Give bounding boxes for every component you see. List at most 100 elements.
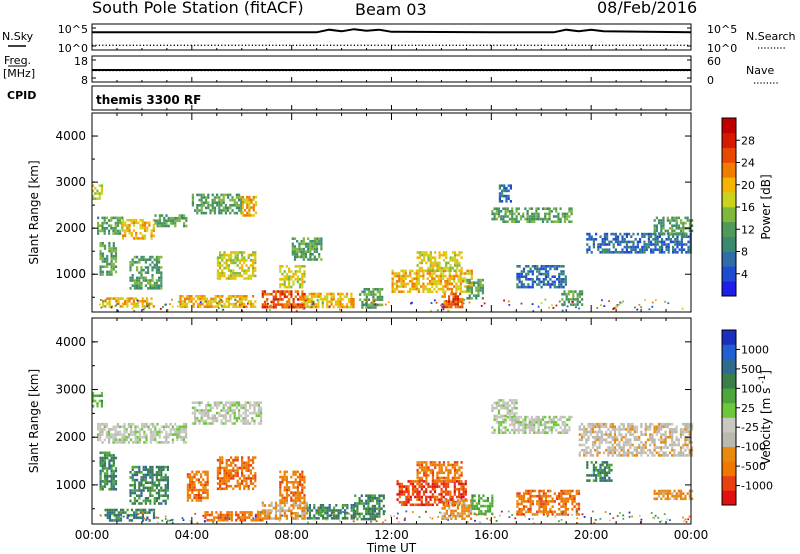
cell-power-25 (581, 290, 584, 293)
cell-power-3 (154, 219, 157, 223)
cell-velocity-5 (204, 496, 207, 500)
cell-power-23 (592, 243, 595, 246)
cell-power-23 (647, 240, 650, 244)
cell-power-24 (653, 219, 656, 222)
cell-velocity-20 (624, 438, 628, 442)
cell-power-14 (309, 245, 312, 248)
cell-velocity-13 (405, 485, 408, 488)
cell-velocity-20 (633, 435, 636, 439)
cell-velocity-2 (213, 404, 216, 407)
cell-power-22 (547, 272, 550, 276)
cell-velocity-5 (197, 478, 200, 481)
cell-velocity-15 (454, 514, 457, 518)
cell-velocity-8 (246, 511, 249, 514)
cell-velocity-6 (230, 471, 233, 475)
cell-velocity-1 (132, 433, 135, 436)
cell-velocity-2 (255, 401, 258, 404)
cell-velocity-20 (605, 425, 608, 429)
cell-velocity-2 (229, 409, 232, 412)
cell-power-10 (192, 302, 195, 306)
cell-power-4 (233, 201, 236, 204)
cell-velocity-10 (317, 506, 320, 510)
cell-velocity-14 (456, 463, 459, 467)
cell-velocity-1 (138, 428, 141, 431)
cell-power-16 (453, 277, 456, 280)
cell-power-15 (365, 295, 368, 299)
cell-velocity-16 (473, 494, 476, 497)
cell-velocity-11 (288, 494, 291, 497)
cell-power-10 (245, 297, 248, 301)
cell-power-15 (367, 303, 371, 307)
cell-velocity-13 (403, 493, 406, 496)
cell-velocity-17 (502, 418, 505, 421)
cell-power-10 (179, 295, 182, 298)
cell-velocity-15 (443, 514, 446, 518)
cell-power-24 (673, 216, 676, 220)
speckle-power (302, 308, 305, 310)
speckle-power (664, 300, 666, 303)
cell-power-10 (234, 295, 237, 298)
cell-velocity-14 (436, 471, 439, 475)
cell-power-9 (135, 302, 138, 306)
cell-velocity-3 (99, 487, 102, 491)
cell-velocity-6 (236, 458, 239, 462)
cell-power-18 (452, 295, 455, 298)
cell-velocity-13 (438, 500, 441, 504)
cell-power-10 (221, 300, 224, 303)
cell-power-20 (491, 217, 494, 221)
cell-power-4 (235, 206, 238, 210)
cell-velocity-13 (400, 482, 404, 486)
cell-power-11 (301, 290, 304, 293)
cell-power-7 (149, 255, 152, 259)
cell-power-9 (137, 305, 140, 308)
cell-velocity-17 (504, 431, 507, 434)
cell-velocity-10 (333, 506, 336, 510)
cell-power-24 (680, 229, 683, 233)
cell-power-23 (610, 251, 613, 254)
cell-velocity-6 (225, 477, 228, 480)
speckle-power (310, 306, 313, 308)
cell-velocity-18 (497, 401, 501, 405)
cell-power-19 (481, 286, 484, 290)
cell-velocity-1 (130, 422, 133, 426)
cell-velocity-15 (441, 514, 444, 518)
cell-power-20 (568, 207, 571, 210)
cell-velocity-18 (513, 412, 516, 415)
cell-velocity-3 (103, 467, 107, 470)
cell-velocity-11 (292, 483, 295, 487)
cell-velocity-13 (405, 503, 408, 507)
cell-power-21 (501, 200, 504, 203)
cell-velocity-2 (207, 404, 210, 407)
cell-velocity-15 (467, 514, 470, 518)
cell-power-11 (296, 303, 300, 306)
cell-power-10 (243, 295, 246, 298)
cell-power-20 (504, 215, 507, 218)
cell-power-8 (223, 256, 226, 259)
cell-power-17 (434, 264, 437, 267)
cell-power-19 (475, 286, 478, 290)
cell-velocity-3 (108, 461, 111, 465)
cell-velocity-5 (193, 483, 196, 487)
cell-velocity-18 (502, 404, 505, 407)
cell-power-10 (210, 305, 213, 308)
cell-power-20 (563, 217, 567, 221)
cell-velocity-12 (365, 510, 368, 513)
cell-velocity-13 (396, 498, 399, 501)
cell-power-16 (435, 282, 438, 286)
cell-power-12 (319, 292, 322, 296)
cell-power-23 (601, 238, 604, 241)
cell-velocity-10 (344, 511, 347, 515)
cell-power-6 (106, 270, 109, 274)
cell-velocity-15 (456, 499, 459, 502)
cell-power-3 (169, 216, 172, 220)
cell-power-6 (99, 270, 102, 274)
cell-velocity-15 (459, 501, 462, 505)
cell-power-8 (234, 277, 237, 280)
cell-power-8 (223, 253, 226, 257)
cell-velocity-1 (165, 422, 168, 426)
cell-velocity-5 (206, 483, 209, 487)
cell-power-16 (437, 277, 440, 280)
cell-power-22 (558, 285, 561, 289)
cell-power-2 (143, 224, 147, 227)
cell-velocity-14 (416, 474, 419, 477)
